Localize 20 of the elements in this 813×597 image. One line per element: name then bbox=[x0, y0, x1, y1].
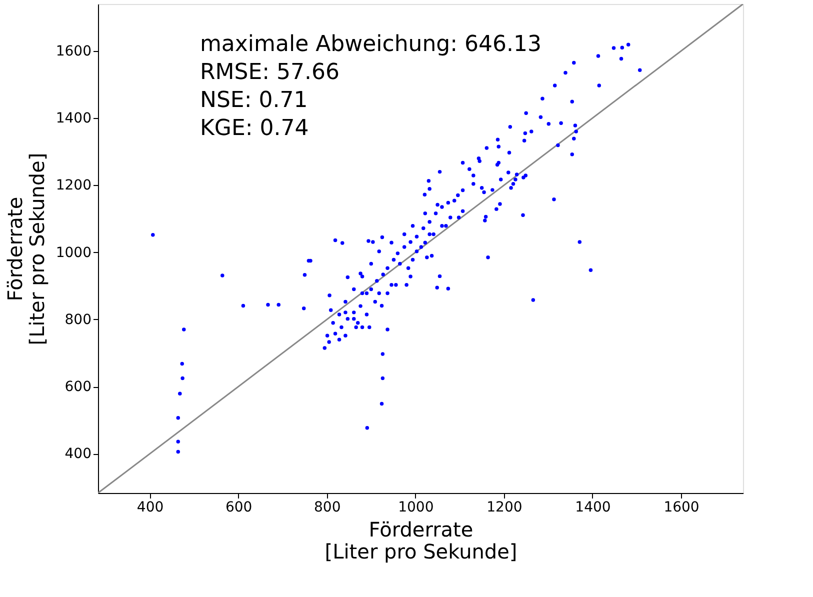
x-tick-label: 600 bbox=[225, 500, 252, 516]
annotation: maximale Abweichung: 646.13 bbox=[200, 32, 542, 57]
x-tick-label: 1400 bbox=[575, 500, 611, 516]
x-axis-title: Förderrate [Liter pro Sekunde] bbox=[324, 518, 518, 564]
y-tick-label: 600 bbox=[64, 379, 92, 396]
y-axis-title: Förderrate [Liter pro Sekunde] bbox=[2, 152, 49, 346]
annotation: NSE: 0.71 bbox=[200, 88, 308, 113]
y-tick-label: 1000 bbox=[56, 244, 92, 261]
y-tick-label: 1400 bbox=[56, 110, 92, 127]
annotation: RMSE: 57.66 bbox=[200, 60, 340, 85]
y-tick-label: 400 bbox=[64, 446, 92, 462]
x-tick-label: 400 bbox=[136, 500, 164, 516]
y-tick-label: 1200 bbox=[56, 178, 92, 194]
x-tick-label: 800 bbox=[314, 500, 341, 516]
y-tick-label: 800 bbox=[64, 312, 92, 328]
x-tick-label: 1200 bbox=[486, 500, 522, 516]
x-tick-label: 1600 bbox=[664, 500, 700, 516]
y-tick-label: 1600 bbox=[56, 43, 92, 60]
x-tick-label: 1000 bbox=[398, 500, 434, 516]
annotation: KGE: 0.74 bbox=[200, 116, 309, 141]
